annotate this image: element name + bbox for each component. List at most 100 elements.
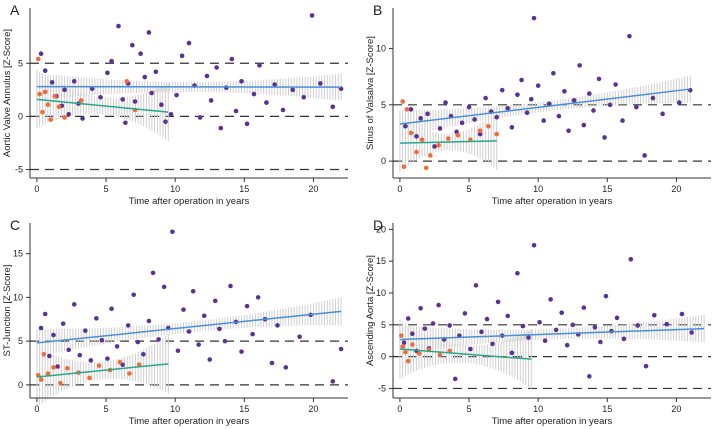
data-point-group-2: [437, 352, 443, 358]
data-point-group-1: [621, 336, 627, 342]
data-point-group-1: [269, 360, 275, 366]
data-point-group-2: [48, 117, 54, 122]
x-axis-title: Time after operation in years: [129, 416, 250, 427]
data-point-group-1: [142, 74, 148, 80]
data-point-group-1: [505, 105, 511, 111]
data-point-group-2: [446, 136, 451, 141]
panel-b: B 0 5 10 15 20 0 5 10 Time after operation in yea…: [365, 2, 711, 207]
data-point-group-1: [499, 87, 505, 93]
data-point-group-1: [581, 305, 587, 310]
y-axis-title: Ascending Aorta [Z-Score]: [365, 255, 376, 366]
data-point-group-1: [105, 356, 110, 361]
y-tick-label: 5: [18, 58, 23, 68]
x-tick-label: 0: [34, 184, 39, 194]
data-point-group-1: [214, 65, 219, 70]
data-point-group-1: [520, 323, 526, 329]
data-point-group-1: [643, 363, 649, 369]
data-point-group-1: [551, 70, 556, 76]
data-point-group-1: [592, 325, 598, 330]
x-axis-title: Time after operation in years: [129, 196, 250, 207]
data-point-group-1: [418, 305, 423, 311]
data-point-group-1: [526, 335, 531, 340]
data-point-group-1: [432, 144, 437, 149]
data-point-group-1: [603, 293, 609, 299]
data-point-group-1: [410, 331, 415, 337]
x-axis-title: Time after operation in years: [492, 416, 613, 427]
data-point-group-1: [204, 73, 210, 79]
data-point-group-1: [156, 337, 161, 342]
data-point-group-1: [581, 122, 587, 128]
data-point-group-1: [181, 307, 186, 312]
data-point-group-2: [400, 99, 405, 104]
data-point-group-2: [136, 362, 142, 368]
fit-line-fit-1: [399, 327, 705, 341]
data-point-group-1: [212, 298, 218, 304]
panel-label: A: [10, 2, 20, 18]
fit-line-fit-2: [36, 363, 169, 378]
data-point-group-1: [233, 108, 239, 114]
x-tick-label: 15: [602, 184, 612, 194]
data-point-group-1: [418, 116, 423, 121]
data-point-group-2: [65, 365, 70, 371]
data-point-group-1: [462, 311, 468, 316]
data-point-group-1: [89, 86, 95, 92]
data-point-group-1: [524, 110, 530, 116]
data-point-group-1: [264, 100, 269, 105]
data-point-group-1: [94, 316, 99, 321]
data-point-group-2: [477, 128, 483, 134]
x-tick-label: 15: [602, 404, 612, 414]
data-point-group-1: [207, 357, 213, 362]
data-point-group-1: [297, 334, 302, 340]
data-point-group-1: [131, 292, 136, 298]
data-point-group-1: [679, 311, 685, 317]
y-tick-label: 10: [376, 44, 386, 54]
data-point-group-1: [468, 346, 473, 352]
data-point-group-1: [548, 297, 553, 302]
data-point-group-1: [483, 95, 488, 101]
data-point-group-1: [660, 111, 665, 117]
data-point-group-1: [153, 69, 159, 75]
data-point-group-1: [150, 270, 156, 276]
x-tick-label: 20: [671, 404, 681, 414]
data-point-group-1: [519, 77, 524, 83]
fit-line-fit-1: [36, 85, 342, 88]
panel-label: B: [373, 2, 382, 18]
y-tick-label: 10: [13, 292, 23, 302]
data-point-group-1: [531, 242, 537, 248]
data-point-group-1: [174, 92, 179, 98]
data-point-group-2: [416, 351, 422, 356]
data-point-group-2: [423, 165, 429, 171]
data-point-group-1: [338, 346, 344, 352]
data-point-group-1: [272, 82, 278, 87]
data-point-group-1: [38, 325, 44, 331]
y-tick-label: 10: [376, 288, 386, 298]
data-point-group-1: [664, 321, 670, 327]
data-point-group-1: [186, 40, 192, 46]
data-point-group-1: [537, 319, 542, 325]
data-point-group-1: [405, 316, 411, 321]
data-point-group-1: [473, 283, 479, 288]
data-point-group-1: [607, 102, 613, 108]
y-tick-label: 0: [381, 352, 386, 362]
data-point-group-1: [422, 326, 428, 331]
y-axis-title: Aortic Valve Annulus [Z-Score]: [2, 29, 13, 157]
data-point-group-1: [542, 338, 548, 344]
data-point-group-1: [99, 337, 105, 343]
x-tick-label: 10: [533, 184, 543, 194]
data-point-group-1: [403, 123, 408, 129]
data-point-group-1: [515, 92, 520, 97]
data-point-group-1: [130, 42, 135, 48]
data-point-group-1: [564, 342, 570, 348]
data-point-group-1: [283, 365, 289, 370]
data-point-group-1: [634, 104, 639, 110]
data-point-group-1: [88, 358, 94, 363]
y-tick-label: 0: [18, 380, 23, 390]
data-point-group-1: [179, 53, 185, 59]
data-point-group-1: [114, 344, 120, 349]
data-point-group-1: [201, 313, 207, 319]
y-tick-label: 20: [376, 224, 386, 234]
data-point-group-1: [466, 104, 472, 110]
data-point-group-1: [642, 153, 647, 158]
data-point-group-1: [62, 87, 67, 93]
y-tick-label: 15: [376, 256, 386, 266]
